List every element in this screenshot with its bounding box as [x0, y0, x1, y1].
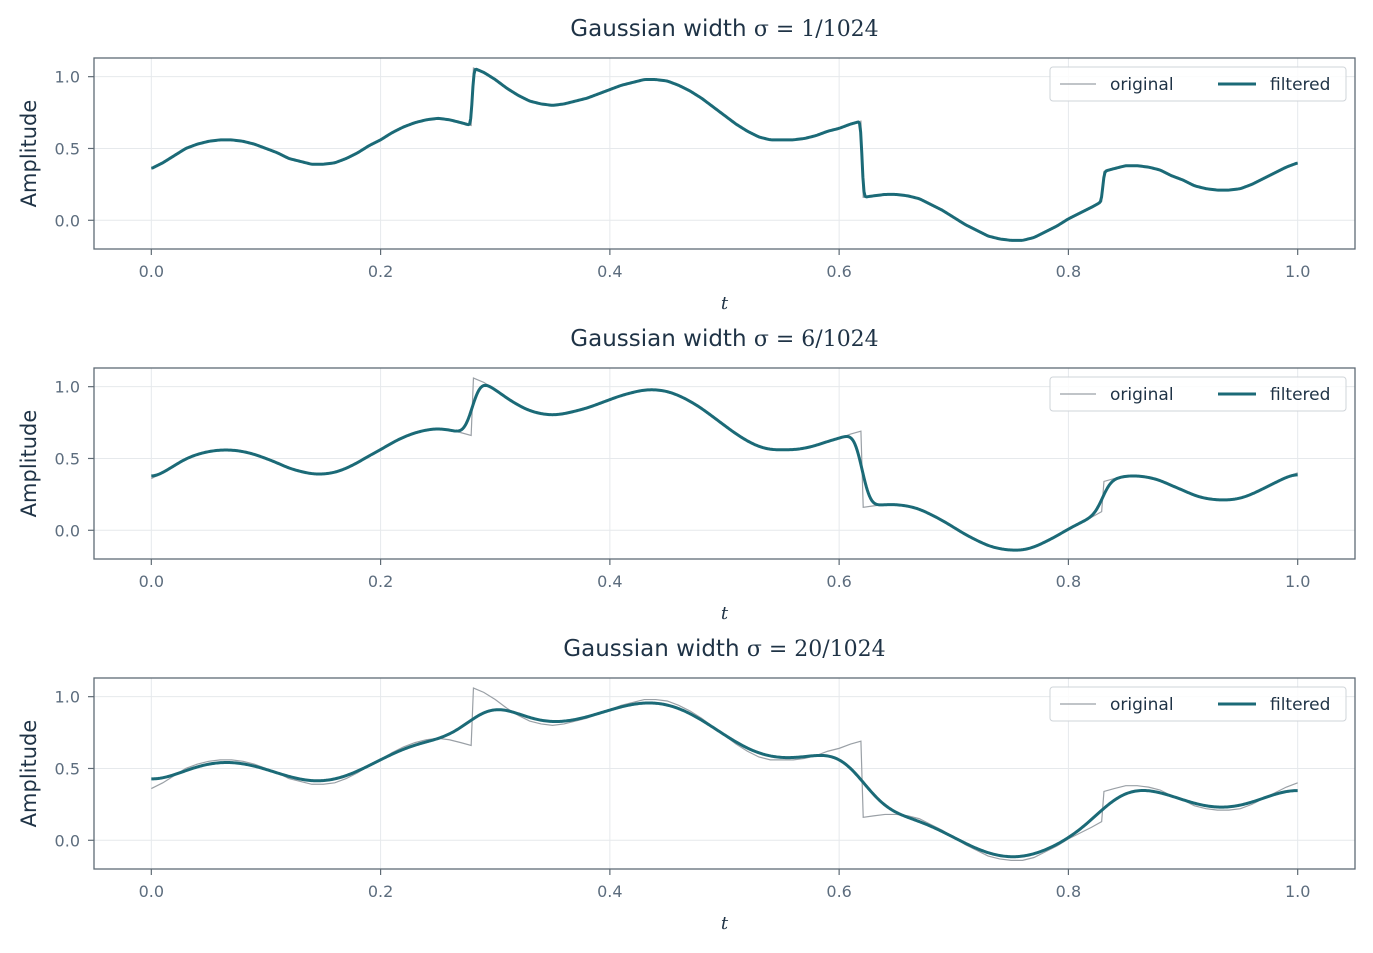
x-tick-label: 0.6: [826, 572, 851, 591]
x-tick-label: 0.6: [826, 262, 851, 281]
legend-box: [1049, 376, 1347, 412]
x-tick-label: 0.4: [597, 572, 622, 591]
legend: original filtered: [1049, 66, 1347, 102]
legend: original filtered: [1049, 376, 1347, 412]
y-axis-label: Amplitude: [17, 720, 41, 828]
x-tick-label: 1.0: [1285, 262, 1310, 281]
x-tick-label: 0.4: [597, 262, 622, 281]
x-tick-label: 0.8: [1056, 882, 1081, 901]
y-axis-label: Amplitude: [17, 410, 41, 518]
y-tick-label: 0.0: [55, 521, 80, 540]
chart-title-math: σ = 6/1024: [754, 327, 879, 352]
series-filtered-line: [150, 383, 1299, 552]
chart-title-math: σ = 1/1024: [754, 17, 879, 42]
series-filtered-line: [150, 67, 1299, 242]
x-tick-label: 0.2: [368, 882, 393, 901]
chart-title: Gaussian width σ = 20/1024: [563, 636, 885, 662]
x-tick-label: 1.0: [1285, 882, 1310, 901]
y-tick-label: 0.5: [55, 759, 80, 778]
x-tick-label: 0.2: [368, 262, 393, 281]
series-filtered-line: [150, 701, 1299, 859]
y-tick-label: 1.0: [55, 688, 80, 707]
y-tick-label: 0.0: [55, 211, 80, 230]
y-tick-label: 1.0: [55, 68, 80, 87]
legend-box: [1049, 686, 1347, 722]
x-tick-label: 0.8: [1056, 572, 1081, 591]
x-tick-label: 0.8: [1056, 262, 1081, 281]
y-tick-label: 0.5: [55, 449, 80, 468]
legend-label-original: original: [1110, 385, 1174, 405]
y-tick-label: 1.0: [55, 378, 80, 397]
x-axis-label: t: [721, 603, 729, 624]
chart-panel-1: 0.0 0.2 0.4 0.6 0.8 1.0 0.0 0.5 1.0 Gaussian widt…: [17, 16, 1356, 314]
legend-label-original: original: [1110, 695, 1174, 715]
plot-frame: [93, 57, 1356, 250]
y-tick-label: 0.0: [55, 831, 80, 850]
plot-frame: [93, 677, 1356, 870]
x-tick-label: 0.6: [826, 882, 851, 901]
x-tick-label: 0.0: [139, 262, 164, 281]
legend-label-filtered: filtered: [1270, 75, 1330, 95]
x-axis-label: t: [721, 913, 729, 934]
legend-label-filtered: filtered: [1270, 385, 1330, 405]
x-tick-label: 0.2: [368, 572, 393, 591]
x-axis-label: t: [721, 293, 729, 314]
y-tick-label: 0.5: [55, 139, 80, 158]
x-tick-label: 0.4: [597, 882, 622, 901]
chart-panel-3: 0.0 0.2 0.4 0.6 0.8 1.0 0.0 0.5 1.0 Gaussian widt…: [17, 636, 1356, 934]
legend-label-filtered: filtered: [1270, 695, 1330, 715]
x-tick-label: 1.0: [1285, 572, 1310, 591]
legend-box: [1049, 66, 1347, 102]
chart-title: Gaussian width σ = 6/1024: [570, 326, 878, 352]
x-tick-label: 0.0: [139, 882, 164, 901]
legend-label-original: original: [1110, 75, 1174, 95]
plot-frame: [93, 367, 1356, 560]
x-tick-label: 0.0: [139, 572, 164, 591]
chart-title-text: Gaussian width: [563, 636, 747, 662]
chart-title-text: Gaussian width: [570, 326, 754, 352]
legend: original filtered: [1049, 686, 1347, 722]
chart-title-text: Gaussian width: [570, 16, 754, 42]
chart-panel-2: 0.0 0.2 0.4 0.6 0.8 1.0 0.0 0.5 1.0 Gaussian widt…: [17, 326, 1356, 624]
chart-title: Gaussian width σ = 1/1024: [570, 16, 878, 42]
chart-title-math: σ = 20/1024: [747, 637, 886, 662]
y-axis-label: Amplitude: [17, 100, 41, 208]
